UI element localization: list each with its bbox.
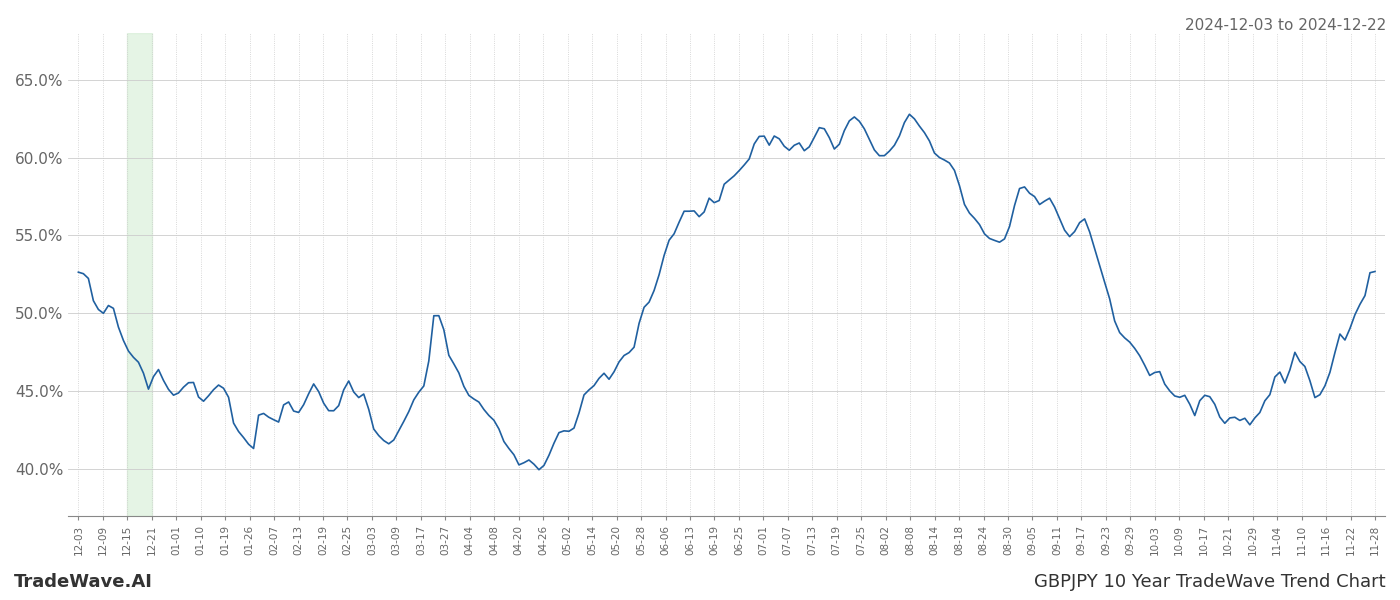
Text: GBPJPY 10 Year TradeWave Trend Chart: GBPJPY 10 Year TradeWave Trend Chart [1035, 573, 1386, 591]
Text: 2024-12-03 to 2024-12-22: 2024-12-03 to 2024-12-22 [1184, 18, 1386, 33]
Text: TradeWave.AI: TradeWave.AI [14, 573, 153, 591]
Bar [127, 33, 151, 516]
